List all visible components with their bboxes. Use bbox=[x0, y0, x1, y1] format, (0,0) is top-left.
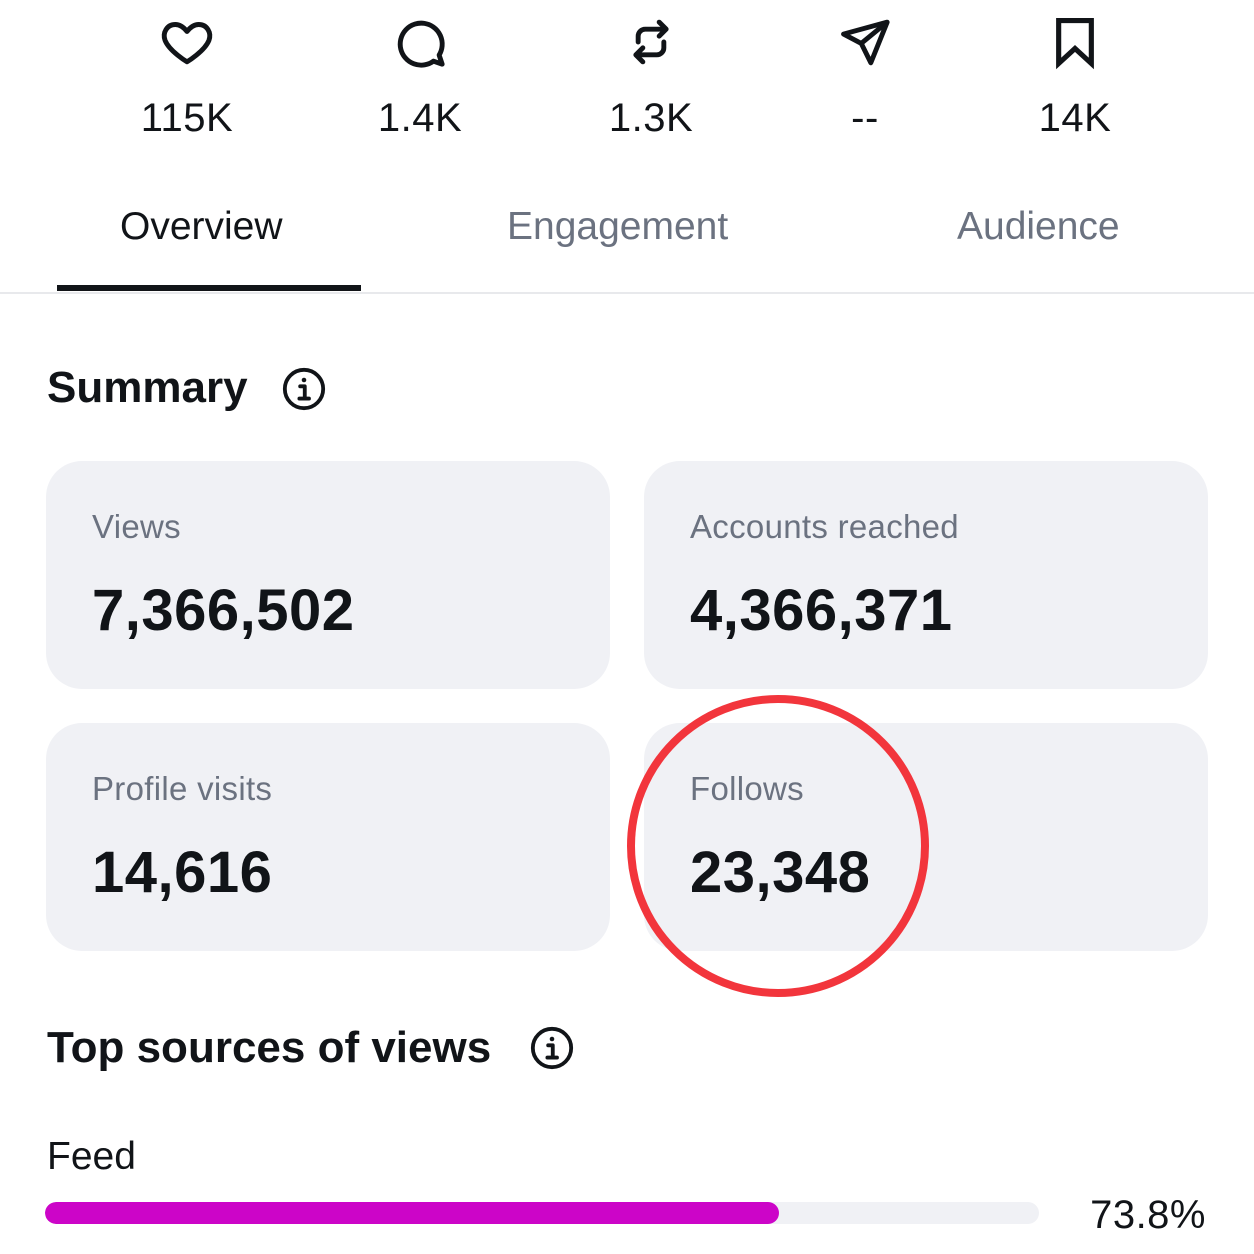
reposts-count: 1.3K bbox=[608, 96, 694, 140]
summary-title: Summary bbox=[47, 363, 248, 412]
bookmark-icon[interactable] bbox=[1047, 14, 1103, 70]
source-feed-bar-fill bbox=[45, 1202, 779, 1224]
saves-stat[interactable]: 14K bbox=[985, 14, 1165, 140]
share-icon[interactable] bbox=[837, 14, 893, 70]
tab-engagement[interactable]: Engagement bbox=[507, 205, 729, 248]
likes-count: 115K bbox=[140, 96, 234, 140]
active-tab-indicator bbox=[57, 285, 361, 291]
insights-tabs: Overview Engagement Audience bbox=[0, 190, 1254, 294]
comments-stat[interactable]: 1.4K bbox=[330, 14, 510, 140]
source-feed-percent: 73.8% bbox=[1090, 1193, 1206, 1237]
post-stats-row: 115K 1.4K 1.3K -- bbox=[0, 0, 1254, 150]
tab-overview[interactable]: Overview bbox=[120, 205, 283, 248]
heart-icon[interactable] bbox=[159, 14, 215, 70]
repost-icon[interactable] bbox=[623, 14, 679, 70]
accounts-reached-value: 4,366,371 bbox=[690, 578, 953, 643]
follows-label: Follows bbox=[690, 770, 804, 807]
views-value: 7,366,502 bbox=[92, 578, 355, 643]
summary-info-icon[interactable] bbox=[281, 366, 327, 412]
source-feed-label: Feed bbox=[47, 1135, 136, 1178]
shares-stat[interactable]: -- bbox=[775, 14, 955, 140]
follows-card[interactable]: Follows 23,348 bbox=[644, 723, 1208, 951]
comments-count: 1.4K bbox=[377, 96, 463, 140]
views-card[interactable]: Views 7,366,502 bbox=[46, 461, 610, 689]
accounts-reached-card[interactable]: Accounts reached 4,366,371 bbox=[644, 461, 1208, 689]
comment-icon[interactable] bbox=[392, 14, 448, 70]
profile-visits-value: 14,616 bbox=[92, 840, 273, 905]
tab-audience[interactable]: Audience bbox=[957, 205, 1120, 248]
likes-stat[interactable]: 115K bbox=[97, 14, 277, 140]
top-sources-title: Top sources of views bbox=[47, 1023, 492, 1072]
profile-visits-label: Profile visits bbox=[92, 770, 273, 807]
saves-count: 14K bbox=[1038, 96, 1112, 140]
top-sources-info-icon[interactable] bbox=[529, 1025, 575, 1071]
shares-count: -- bbox=[851, 96, 879, 140]
accounts-reached-label: Accounts reached bbox=[690, 508, 959, 545]
source-feed-bar-track bbox=[45, 1202, 1039, 1224]
reposts-stat[interactable]: 1.3K bbox=[561, 14, 741, 140]
views-label: Views bbox=[92, 508, 181, 545]
follows-value: 23,348 bbox=[690, 840, 871, 905]
profile-visits-card[interactable]: Profile visits 14,616 bbox=[46, 723, 610, 951]
